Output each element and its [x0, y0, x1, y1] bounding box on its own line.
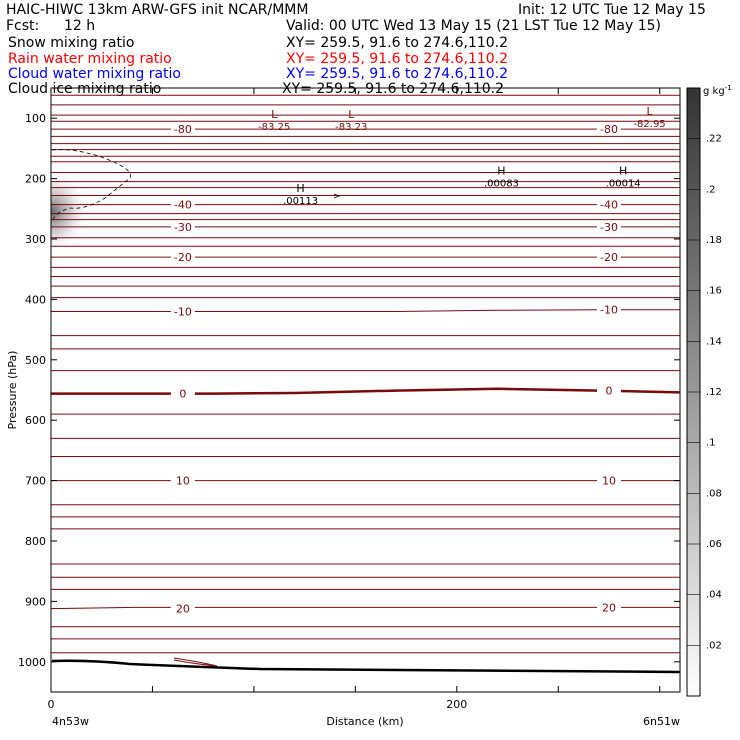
plot-frame [50, 87, 681, 693]
isotherm-label: -20 [600, 251, 618, 264]
field-snow-name: Snow mixing ratio [8, 35, 134, 51]
isotherm-label: 20 [176, 603, 190, 616]
valid-time: Valid: 00 UTC Wed 13 May 15 (21 LST Tue … [286, 18, 661, 34]
colorbar-tick-label: .16 [706, 286, 722, 297]
y-tick-label: 500 [25, 354, 46, 367]
isotherm-label-bg [596, 123, 621, 136]
colorbar-tick-label: .06 [706, 539, 722, 550]
extreme-value: .00014 [606, 178, 641, 189]
isotherm-label: 20 [602, 601, 616, 614]
field-rain-xy: XY= 259.5, 91.6 to 274.6,110.2 [286, 51, 508, 67]
isotherm-label: -40 [600, 199, 618, 212]
isotherm-label-bg [596, 474, 621, 487]
x-axis-label: Distance (km) [326, 715, 403, 728]
cloud-arrow-icon [333, 193, 341, 199]
x-tick-label: 200 [446, 698, 467, 711]
isotherm-label-bg [170, 123, 195, 136]
y-tick-label: 800 [25, 535, 46, 548]
y-tick-label: 300 [25, 233, 46, 246]
isotherm-label: -20 [174, 251, 192, 264]
extreme-marker: H [497, 164, 505, 177]
isotherm-label-bg [596, 220, 621, 233]
colorbar-tick-label: .22 [706, 134, 722, 145]
x-tick-label: 0 [48, 698, 55, 711]
colorbar-tick-label: .02 [706, 640, 722, 651]
extreme-value: .00083 [484, 178, 519, 189]
colorbar-tick-label: .1 [706, 438, 716, 449]
isotherm-label-bg [596, 251, 621, 264]
extreme-value: -82.95 [633, 119, 665, 130]
isotherm-label-bg [596, 198, 621, 211]
field-cloudice-name: Cloud ice mixing ratio [8, 81, 161, 97]
forecast-label: Fcst: [6, 18, 39, 34]
isotherm-label: -40 [174, 199, 192, 212]
colorbar-tick-label: .2 [706, 184, 716, 195]
isotherm-label: -80 [174, 123, 192, 136]
colorbar-unit: g kg-1 [703, 84, 732, 97]
field-snow-xy: XY= 259.5, 91.6 to 274.6,110.2 [286, 35, 508, 51]
isotherm-label: 10 [176, 475, 190, 488]
isotherm-label-bg [170, 305, 195, 318]
y-tick-label: 400 [25, 293, 46, 306]
cloud-ice-contour [51, 149, 131, 223]
cross-section-start: 4n53w [52, 715, 89, 728]
y-axis-label: Pressure (hPa) [6, 351, 19, 430]
field-rain-name: Rain water mixing ratio [8, 51, 172, 67]
isotherm-label: 10 [602, 475, 616, 488]
colorbar-tick-label: .04 [706, 590, 722, 601]
isotherm-label-bg [170, 220, 195, 233]
isotherm-20 [51, 606, 680, 610]
isotherm-label-bg [170, 198, 195, 211]
field-cloudice-xy: XY= 259.5, 91.6 to 274.6,110.2 [282, 81, 504, 97]
y-tick-label: 200 [25, 173, 46, 186]
forecast-hours: 12 h [64, 18, 95, 34]
isotherm-label-bg [170, 387, 195, 400]
y-tick-label: 600 [25, 414, 46, 427]
init-time: Init: 12 UTC Tue 12 May 15 [518, 2, 706, 18]
y-tick-label: 900 [25, 595, 46, 608]
isotherm-label: -10 [174, 305, 192, 318]
small-isotherm-fold [173, 657, 218, 667]
isotherm-0 [51, 387, 680, 395]
colorbar-tick-label: .18 [706, 235, 722, 246]
isotherm-label: -80 [600, 123, 618, 136]
extreme-marker: L [271, 108, 278, 121]
colorbar-tick-label: .12 [706, 387, 722, 398]
isotherm-label-bg [170, 251, 195, 264]
colorbar-tick-label: .08 [706, 488, 722, 499]
y-tick-label: 700 [25, 475, 46, 488]
extreme-marker: L [348, 108, 355, 121]
isotherm-label-bg [170, 602, 195, 615]
cross-section-end: 6n51w [643, 715, 680, 728]
isotherm--10 [51, 309, 680, 312]
isotherm-label-bg [596, 303, 621, 316]
y-tick-label: 1000 [18, 656, 46, 669]
isotherm-label: -30 [600, 221, 618, 234]
field-cloudwater-xy: XY= 259.5, 91.6 to 274.6,110.2 [286, 66, 508, 82]
extreme-value: -83.25 [258, 122, 290, 133]
run-title: HAIC-HIWC 13km ARW-GFS init NCAR/MMM [6, 2, 308, 18]
terrain-line [51, 659, 680, 674]
extreme-marker: H [296, 182, 304, 195]
extreme-marker: L [646, 105, 653, 118]
isotherm-label: -10 [600, 304, 618, 317]
extreme-value: .00113 [283, 196, 318, 207]
snow-shading [51, 170, 90, 254]
isotherm-label: -30 [174, 221, 192, 234]
isotherm-label-bg [596, 384, 621, 397]
y-tick-label: 100 [25, 112, 46, 125]
isotherm-label: 0 [605, 385, 612, 398]
isotherm-label: 0 [179, 388, 186, 401]
extreme-value: -83.23 [335, 122, 367, 133]
isotherm-label-bg [596, 601, 621, 614]
isotherm-label-bg [170, 474, 195, 487]
colorbar-tick-label: .14 [706, 336, 722, 347]
field-cloudwater-name: Cloud water mixing ratio [8, 66, 181, 82]
extreme-marker: H [619, 164, 627, 177]
